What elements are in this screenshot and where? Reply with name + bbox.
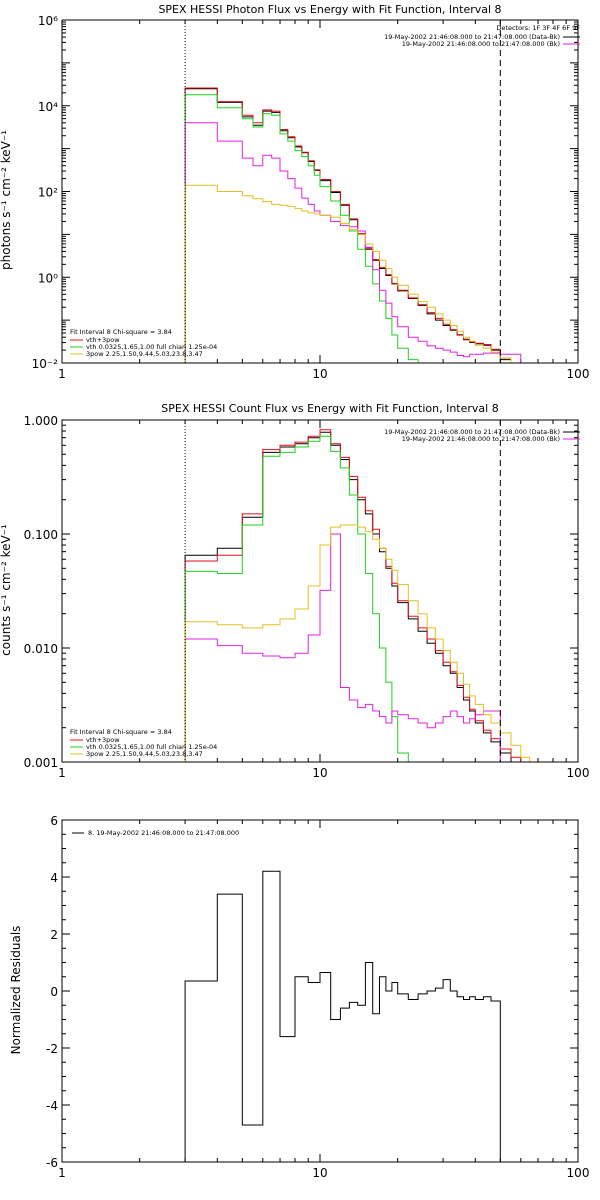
legend-entry-data: 19-May-2002 21:46:08.000 to 21:47:08.000… xyxy=(384,428,560,436)
legend-entry-interval: 8. 19-May-2002 21:46:08.000 to 21:47:08.… xyxy=(88,829,239,837)
legend-bottom: Fit Interval 8 Chi-square = 3.84 vth+3po… xyxy=(70,328,217,358)
y-tick-label: 1.000 xyxy=(24,414,58,428)
series-line-3 xyxy=(184,122,522,363)
y-tick-label: 10⁰ xyxy=(38,271,58,285)
plot-frame xyxy=(61,819,579,1163)
y-tick-label: 10⁻² xyxy=(32,357,59,371)
legend-entry-3pow: 3pow 2.25,1.50,9.44,5.03,23.8,3.47 xyxy=(86,750,203,758)
series-line-0 xyxy=(184,431,522,762)
tick-layer: 1 10 100 0.001 0.010 0.100 1.000 xyxy=(24,414,590,780)
y-tick-label: 0.010 xyxy=(24,642,58,656)
legend-bottom: Fit Interval 8 Chi-square = 3.84 vth+3po… xyxy=(70,728,217,758)
y-tick-label: 10² xyxy=(38,186,58,200)
legend-entry-bk: 19-May-2002 21:46:08.000 to 21:47:08.000… xyxy=(402,40,560,48)
residuals-panel: Normalized Residuals 1 10 100 -6 -4 -2 0 2 4 6 8.… xyxy=(9,814,589,1180)
fit-interval-label: Fit Interval 8 Chi-square = 3.84 xyxy=(70,728,172,736)
series-line-3 xyxy=(184,533,501,762)
series-layer xyxy=(184,87,522,363)
y-tick-label: 0.001 xyxy=(24,756,58,770)
detectors-label: Detectors: 1F 3F 4F 6F 9F xyxy=(496,24,580,32)
legend-entry-vth: vth 0.0325,1.65,1.00 full chian 1.25e-04 xyxy=(86,343,217,351)
y-axis-label: counts s⁻¹ cm⁻² keV⁻¹ xyxy=(0,524,13,656)
y-tick-label: -2 xyxy=(46,1042,58,1056)
y-tick-label: -4 xyxy=(46,1099,58,1113)
count-flux-panel: SPEX HESSI Count Flux vs Energy with Fit… xyxy=(0,402,590,780)
y-axis-label: photons s⁻¹ cm⁻² keV⁻¹ xyxy=(0,130,13,270)
series-line-0 xyxy=(184,870,501,1162)
y-tick-label: -6 xyxy=(46,1156,58,1170)
legend-entry-bk: 19-May-2002 21:46:08.000 to 21:47:08.000… xyxy=(402,435,560,443)
series-line-4 xyxy=(184,184,522,363)
photon-flux-panel: SPEX HESSI Photon Flux vs Energy with Fi… xyxy=(0,3,589,381)
legend-top: 8. 19-May-2002 21:46:08.000 to 21:47:08.… xyxy=(72,829,239,837)
legend-top: 19-May-2002 21:46:08.000 to 21:47:08.000… xyxy=(384,428,580,443)
y-tick-label: 0.100 xyxy=(24,528,58,542)
tick-layer: 1 10 100 -6 -4 -2 0 2 4 6 xyxy=(46,814,589,1180)
panel-title: SPEX HESSI Photon Flux vs Energy with Fi… xyxy=(158,3,501,16)
y-tick-label: 4 xyxy=(50,871,58,885)
series-layer xyxy=(184,429,531,762)
x-tick-label: 10 xyxy=(312,1166,327,1180)
legend-entry-3pow: 3pow 2.25,1.50,9.44,5.03,23.8,3.47 xyxy=(86,350,203,358)
series-line-2 xyxy=(184,435,409,762)
x-tick-label: 100 xyxy=(567,766,590,780)
panel-title: SPEX HESSI Count Flux vs Energy with Fit… xyxy=(161,402,498,415)
x-tick-label: 10 xyxy=(312,766,327,780)
legend-entry-vth: vth 0.0325,1.65,1.00 full chian 1.25e-04 xyxy=(86,743,217,751)
x-tick-label: 100 xyxy=(567,367,590,381)
x-tick-label: 10 xyxy=(312,367,327,381)
plot-frame xyxy=(61,19,579,364)
legend-top: Detectors: 1F 3F 4F 6F 9F 19-May-2002 21… xyxy=(384,24,580,48)
vline-layer xyxy=(184,20,501,363)
y-tick-label: 2 xyxy=(50,928,58,942)
plot-frame xyxy=(61,419,579,763)
series-line-4 xyxy=(184,524,531,762)
y-tick-label: 10⁶ xyxy=(38,14,58,28)
y-axis-label: Normalized Residuals xyxy=(9,926,23,1055)
y-tick-label: 10⁴ xyxy=(38,100,58,114)
x-tick-label: 1 xyxy=(58,367,66,381)
x-tick-label: 100 xyxy=(567,1166,590,1180)
vline-layer xyxy=(184,420,501,762)
x-tick-label: 1 xyxy=(58,1166,66,1180)
y-tick-label: 0 xyxy=(50,985,58,999)
x-tick-label: 1 xyxy=(58,766,66,780)
series-line-2 xyxy=(184,94,522,363)
series-line-1 xyxy=(184,429,522,762)
y-tick-label: 6 xyxy=(50,814,58,828)
legend-entry-data: 19-May-2002 21:46:08.000 to 21:47:08.000… xyxy=(384,33,560,41)
legend-entry-fit: vth+3pow xyxy=(86,336,120,344)
fit-interval-label: Fit Interval 8 Chi-square = 3.84 xyxy=(70,328,172,336)
tick-layer: 1 10 100 10⁻² 10⁰ 10² 10⁴ 10⁶ xyxy=(32,14,590,381)
legend-entry-fit: vth+3pow xyxy=(86,736,120,744)
series-layer xyxy=(184,870,501,1162)
